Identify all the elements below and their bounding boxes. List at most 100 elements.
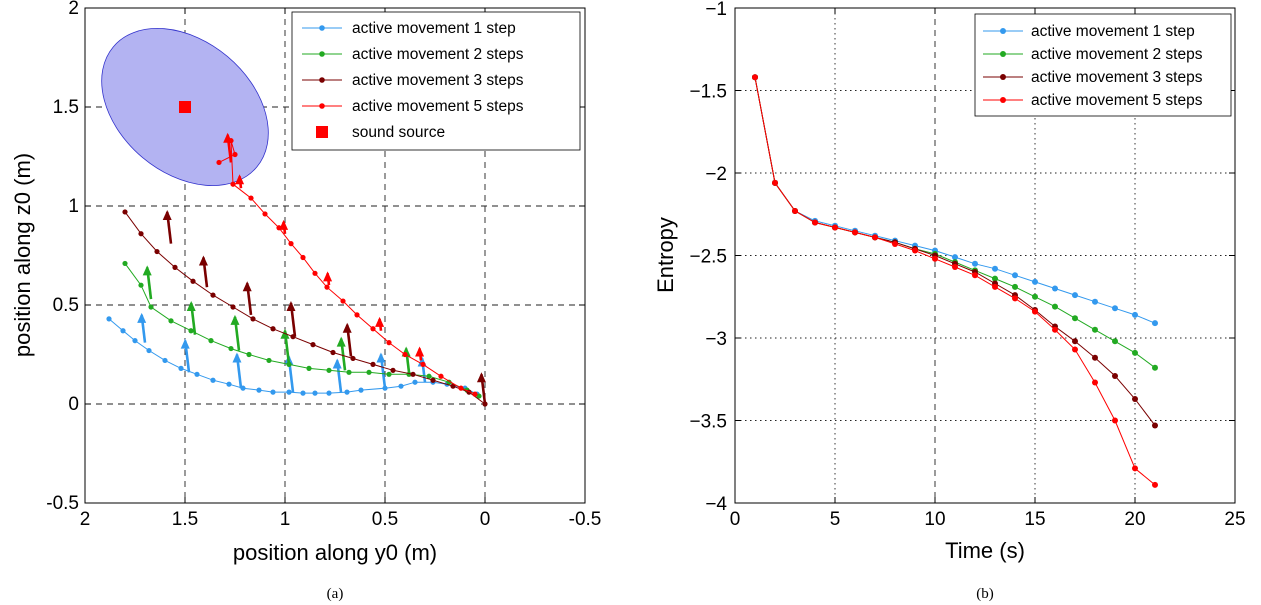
series-point xyxy=(330,349,336,356)
axes-frame-b xyxy=(734,7,1236,504)
arrow-head xyxy=(342,322,352,333)
x-tick-label: 25 xyxy=(1224,509,1245,530)
y-tick-label: −1 xyxy=(705,0,727,20)
series-point xyxy=(256,387,262,393)
arrow-head xyxy=(235,174,245,185)
legend-b: active movement 1 step active movement 2 … xyxy=(974,13,1232,117)
series-point xyxy=(912,247,918,254)
y-tick-label: −2 xyxy=(705,164,727,185)
series-point xyxy=(172,264,178,270)
y-tick-label: −3 xyxy=(705,329,727,350)
series-3 xyxy=(122,209,488,407)
series-point xyxy=(210,377,216,383)
arrow-head xyxy=(375,316,385,327)
xlabel-b: Time (s) xyxy=(945,538,1025,563)
xlabel-a: position along y0 (m) xyxy=(233,540,437,565)
y-tick-label: 0 xyxy=(68,394,79,415)
series-point xyxy=(188,328,194,334)
legend-swatch-marker xyxy=(1000,97,1006,103)
series-point xyxy=(410,371,416,377)
series-point xyxy=(1112,372,1118,379)
series-point xyxy=(992,275,998,282)
legend-swatch-marker xyxy=(1000,28,1006,34)
series-point xyxy=(426,373,432,379)
series-point xyxy=(1052,285,1058,292)
series-point xyxy=(892,240,898,247)
series-point xyxy=(354,312,360,318)
ylabel-b: Entropy xyxy=(653,217,678,293)
series-point xyxy=(430,377,436,383)
series-point xyxy=(1132,396,1138,403)
arrow-head xyxy=(198,255,208,266)
arrow-head xyxy=(323,271,333,282)
series-point xyxy=(390,367,396,373)
arrow-head xyxy=(137,312,147,323)
series-point xyxy=(812,219,818,226)
arrow-head xyxy=(162,209,172,220)
series-point xyxy=(412,379,418,385)
series-point xyxy=(952,264,958,271)
series-point xyxy=(972,260,978,267)
series-point xyxy=(1012,272,1018,279)
legend-entry: active movement 2 steps xyxy=(1031,46,1203,63)
series-point xyxy=(1152,364,1158,371)
series-point xyxy=(346,369,352,375)
series-point xyxy=(326,390,332,396)
series-point xyxy=(1072,315,1078,322)
legend-swatch-marker xyxy=(316,126,328,138)
arrow-head xyxy=(376,352,386,363)
x-tick-label: -0.5 xyxy=(569,509,602,530)
legend-entry: active movement 5 steps xyxy=(1031,92,1203,109)
legend-entry: sound source xyxy=(352,124,445,141)
sound-source-marker xyxy=(179,101,191,113)
series-point xyxy=(420,361,426,367)
series-point xyxy=(216,159,222,166)
legend-entry: active movement 3 steps xyxy=(352,72,524,89)
x-tick-label: 10 xyxy=(924,509,945,530)
series-point xyxy=(262,211,268,217)
series-point xyxy=(178,365,184,371)
series-point xyxy=(326,367,332,373)
trajectory-plot: 2 1.5 1 0.5 0 -0.5 -0.5 0 0.5 1 1.5 2 position alon… xyxy=(10,0,601,602)
series-point xyxy=(772,179,778,186)
legend-swatch-marker xyxy=(319,51,325,57)
arrow-head xyxy=(286,301,296,312)
entropy-plot: 0 5 10 15 20 25−1−1.5−2−2.5−3−3.5−4 Time (s) … xyxy=(653,0,1246,602)
series-point xyxy=(146,347,152,354)
series-point xyxy=(832,224,838,231)
series-point xyxy=(288,241,294,247)
series-point xyxy=(312,270,318,276)
series-point xyxy=(472,391,478,397)
series-point xyxy=(210,292,216,298)
x-tick-label: 0 xyxy=(730,509,741,530)
arrow-head xyxy=(180,338,190,349)
arrow-head xyxy=(332,358,342,369)
series-point xyxy=(992,283,998,290)
series-point xyxy=(1112,417,1118,424)
series-point xyxy=(458,385,464,391)
data-layer-b xyxy=(752,74,1158,488)
legend-entry: active movement 1 step xyxy=(1031,23,1195,40)
series-point xyxy=(1132,349,1138,356)
series-point xyxy=(270,389,276,395)
series-point xyxy=(1032,308,1038,315)
legend-swatch-marker xyxy=(319,25,325,31)
series-point xyxy=(358,387,364,393)
y-tick-label: -0.5 xyxy=(46,493,79,514)
series-point xyxy=(300,390,306,396)
legend-box xyxy=(291,11,581,151)
legend-entry: active movement 2 steps xyxy=(352,46,524,63)
series-point xyxy=(1112,305,1118,312)
arrow-head xyxy=(476,372,486,383)
caption-a: (a) xyxy=(327,586,344,602)
series-line xyxy=(124,263,480,397)
series-point xyxy=(230,181,236,187)
x-tick-label: 2 xyxy=(80,509,91,530)
y-tick-label: −2.5 xyxy=(689,247,727,268)
series-point xyxy=(1092,379,1098,386)
x-tick-label: 5 xyxy=(830,509,841,530)
legend-entry: active movement 5 steps xyxy=(352,98,524,115)
series-point xyxy=(370,361,376,367)
series-point xyxy=(168,318,174,324)
series-point xyxy=(148,304,154,310)
